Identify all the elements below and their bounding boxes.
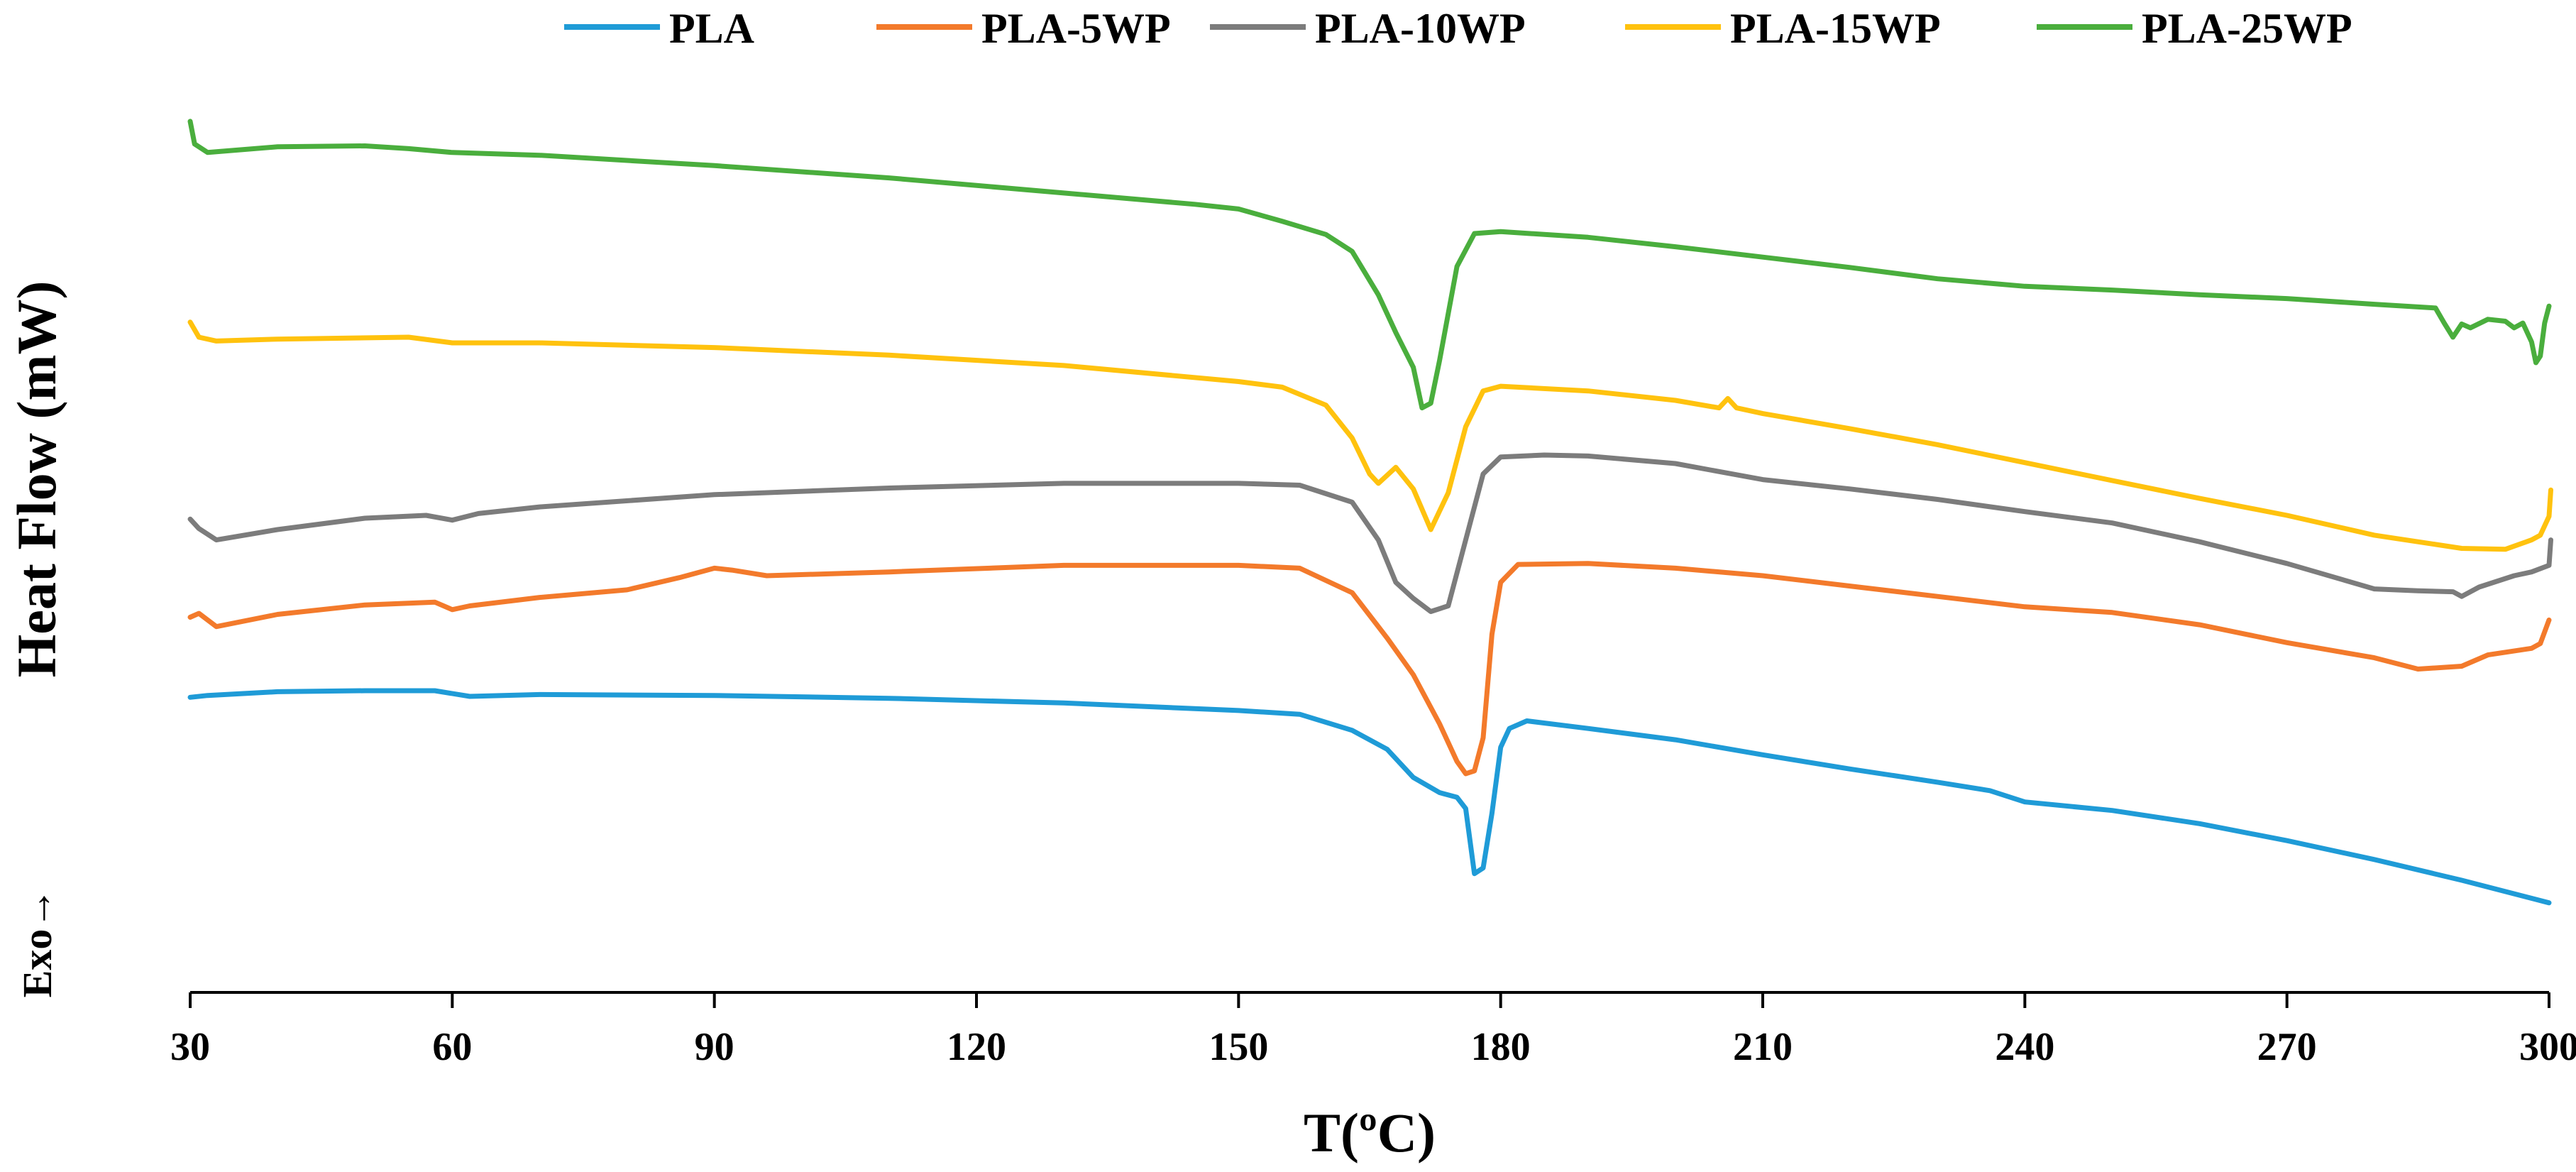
x-tick-label: 120	[947, 1025, 1006, 1069]
legend-label: PLA-15WP	[1730, 5, 1941, 52]
series-line-pla-15wp	[187, 319, 2553, 552]
series-line-pla	[187, 688, 2552, 906]
x-tick-label: 300	[2519, 1025, 2576, 1069]
series-line-pla-25wp	[187, 119, 2552, 411]
x-tick-label: 60	[432, 1025, 472, 1069]
x-tick-label: 30	[170, 1025, 210, 1069]
exo-annotation: Exo→	[14, 888, 60, 998]
legend-label: PLA-25WP	[2142, 5, 2352, 52]
x-tick-label: 90	[695, 1025, 734, 1069]
x-tick-label: 180	[1471, 1025, 1531, 1069]
x-tick-label: 240	[1995, 1025, 2054, 1069]
x-axis: 30 60 90 120 150 180 210 240 270 300	[170, 991, 2576, 1069]
legend-label: PLA-10WP	[1315, 5, 1526, 52]
series-line-pla-10wp	[187, 452, 2553, 614]
legend-label: PLA-5WP	[981, 5, 1171, 52]
x-tick-label: 210	[1733, 1025, 1793, 1069]
x-axis-title: T(ºC)	[1304, 1102, 1436, 1163]
legend: PLA PLA-5WP PLA-10WP PLA-15WP PLA-25WP	[564, 5, 2352, 52]
legend-label: PLA	[669, 5, 754, 52]
y-axis-title: Heat Flow (mW)	[6, 281, 67, 678]
x-tick-label: 270	[2257, 1025, 2317, 1069]
series-line-pla-5wp	[187, 561, 2552, 777]
x-tick-label: 150	[1209, 1025, 1268, 1069]
plot-area	[187, 119, 2553, 906]
